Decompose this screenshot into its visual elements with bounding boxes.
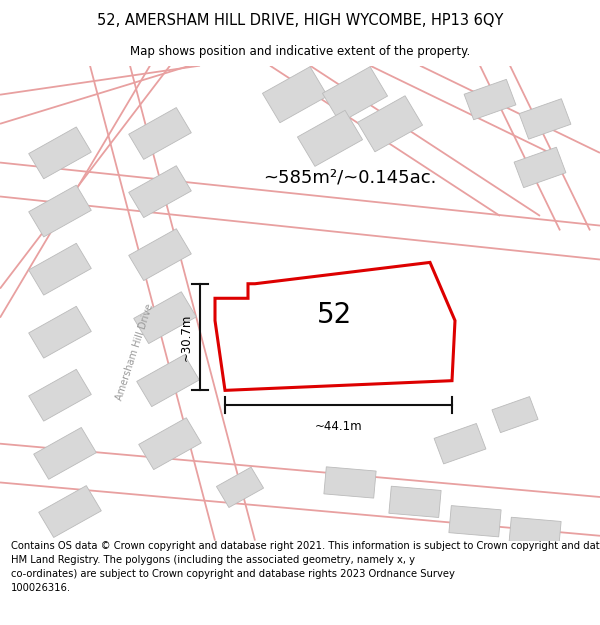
Polygon shape <box>298 110 362 166</box>
Text: Map shows position and indicative extent of the property.: Map shows position and indicative extent… <box>130 44 470 58</box>
Text: ~585m²/~0.145ac.: ~585m²/~0.145ac. <box>263 168 437 186</box>
Polygon shape <box>128 107 191 159</box>
Polygon shape <box>464 79 516 120</box>
Polygon shape <box>262 67 328 122</box>
Text: 52: 52 <box>317 301 352 329</box>
Polygon shape <box>509 518 561 549</box>
Polygon shape <box>434 424 486 464</box>
Polygon shape <box>38 486 101 538</box>
Polygon shape <box>29 243 91 295</box>
Text: Contains OS data © Crown copyright and database right 2021. This information is : Contains OS data © Crown copyright and d… <box>11 541 600 592</box>
Polygon shape <box>128 229 191 281</box>
Polygon shape <box>358 96 422 152</box>
Text: ~30.7m: ~30.7m <box>179 313 193 361</box>
Text: ~44.1m: ~44.1m <box>314 421 362 433</box>
Polygon shape <box>29 127 91 179</box>
Polygon shape <box>29 185 91 237</box>
Polygon shape <box>137 355 199 407</box>
Polygon shape <box>324 467 376 498</box>
Polygon shape <box>519 99 571 139</box>
Polygon shape <box>139 418 202 469</box>
Text: Amersham Hill Drive: Amersham Hill Drive <box>115 302 155 401</box>
Polygon shape <box>217 467 263 508</box>
Polygon shape <box>389 486 441 518</box>
Polygon shape <box>34 428 97 479</box>
Polygon shape <box>449 506 501 537</box>
Polygon shape <box>128 166 191 217</box>
Polygon shape <box>322 67 388 122</box>
Text: 52, AMERSHAM HILL DRIVE, HIGH WYCOMBE, HP13 6QY: 52, AMERSHAM HILL DRIVE, HIGH WYCOMBE, H… <box>97 13 503 28</box>
Polygon shape <box>492 397 538 432</box>
Polygon shape <box>514 148 566 188</box>
Polygon shape <box>215 262 455 391</box>
Polygon shape <box>29 369 91 421</box>
Polygon shape <box>134 292 196 344</box>
Polygon shape <box>29 306 91 358</box>
